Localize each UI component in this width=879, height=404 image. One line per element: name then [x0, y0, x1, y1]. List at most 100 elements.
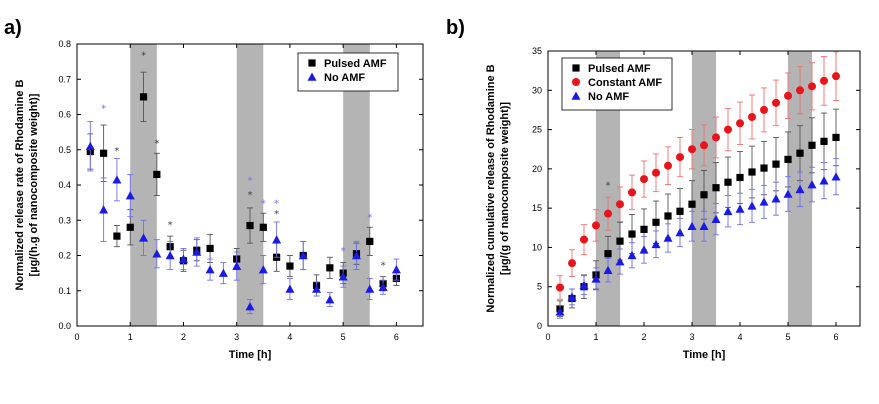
legend: Pulsed AMF No AMF: [297, 52, 399, 92]
data-point: [712, 184, 720, 192]
data-point: [736, 173, 744, 182]
y-tick-label: 0.8: [58, 39, 71, 49]
data-point: [245, 302, 255, 311]
data-point: [556, 283, 564, 292]
legend-label: Pulsed AMF: [324, 58, 387, 70]
x-tick-label: 3: [689, 332, 694, 342]
significance-marker: *: [154, 139, 159, 150]
x-tick-label: 4: [287, 332, 292, 342]
series-no-amf: [85, 121, 401, 315]
y-tick-label: 0.4: [58, 180, 71, 190]
data-point: [153, 170, 161, 179]
data-point: [628, 188, 636, 197]
data-point: [139, 233, 149, 242]
data-point: [676, 153, 684, 162]
significance-marker: *: [101, 103, 106, 114]
x-tick-label: 4: [737, 332, 742, 342]
x-tick-label: 1: [128, 332, 133, 342]
data-point: [760, 105, 768, 114]
data-point: [832, 72, 840, 81]
shaded-interval: [236, 44, 264, 326]
data-point: [664, 161, 672, 170]
legend-marker: [572, 78, 580, 86]
data-point: [652, 218, 660, 226]
data-point: [351, 251, 361, 260]
data-point: [592, 221, 600, 230]
legend-marker: [307, 72, 317, 81]
y-tick-label: 35: [532, 46, 542, 56]
significance-marker: *: [114, 146, 119, 157]
data-point: [784, 91, 792, 100]
x-tick-label: 5: [785, 332, 790, 342]
series-pulsed-amf: [556, 108, 840, 318]
x-tick-label: 6: [394, 332, 399, 342]
legend-marker: [572, 64, 580, 72]
data-point: [286, 262, 294, 270]
data-point: [165, 251, 175, 260]
data-point: [640, 175, 648, 184]
y-tick-label: 0.7: [58, 74, 71, 84]
data-point: [591, 274, 601, 283]
data-point: [711, 214, 721, 223]
data-point: [178, 254, 188, 263]
significance-marker: *: [381, 260, 386, 271]
data-point: [735, 204, 745, 213]
series-no-amf: [555, 158, 841, 319]
data-point: [628, 230, 636, 238]
data-point: [807, 180, 817, 189]
data-point: [85, 141, 95, 151]
data-point: [664, 212, 672, 220]
data-point: [567, 292, 577, 301]
data-point: [760, 164, 768, 172]
x-tick-label: 6: [833, 332, 838, 342]
data-point: [688, 200, 696, 208]
y-axis-title: Normalized release rate of Rhodamine B: [14, 80, 26, 291]
data-point: [246, 221, 254, 230]
data-point: [580, 235, 588, 244]
data-point: [832, 133, 840, 142]
data-point: [152, 249, 162, 258]
chart-panel-b: b) 0 1 2 3 4 5 6 0 5 10 15 20 25 30 35 Time [h] Normalize…: [446, 17, 861, 361]
data-point: [699, 221, 709, 231]
legend-marker: [571, 91, 581, 100]
data-point: [272, 235, 282, 244]
data-point: [232, 261, 242, 270]
data-point: [700, 191, 708, 199]
data-point: [748, 113, 756, 121]
data-point: [724, 125, 732, 134]
data-point: [759, 197, 769, 206]
significance-marker: *: [261, 199, 266, 210]
y-axis-title-units: [µg/(g of nanocomposite weight)]: [499, 102, 511, 275]
data-point: [555, 307, 565, 316]
data-point: [640, 225, 648, 233]
data-point: [688, 145, 696, 154]
data-point: [312, 284, 322, 293]
data-point: [579, 280, 589, 289]
legend-marker: [308, 59, 316, 67]
data-point: [820, 76, 828, 85]
data-point: [366, 237, 374, 245]
significance-marker: *: [274, 199, 279, 210]
legend-label: Pulsed AMF: [588, 63, 651, 75]
data-point: [126, 223, 134, 231]
series-constant-amf: [556, 51, 840, 300]
data-point: [378, 282, 388, 292]
y-tick-label: 0.3: [58, 215, 71, 225]
data-point: [325, 295, 335, 304]
y-axis-title-units: [µg/(h.g of nanocomposite weight)]: [28, 93, 40, 276]
data-point: [819, 176, 829, 185]
significance-marker: *: [248, 176, 253, 187]
data-point: [139, 93, 148, 101]
data-point: [604, 250, 612, 258]
data-point: [206, 244, 214, 253]
data-point: [100, 149, 108, 157]
y-tick-label: 15: [532, 203, 542, 213]
data-point: [298, 251, 308, 260]
data-point: [663, 233, 673, 242]
data-point: [112, 175, 122, 184]
x-tick-label: 5: [341, 332, 346, 342]
panel-label: b): [446, 17, 465, 39]
data-point: [205, 265, 215, 274]
data-point: [192, 247, 202, 256]
